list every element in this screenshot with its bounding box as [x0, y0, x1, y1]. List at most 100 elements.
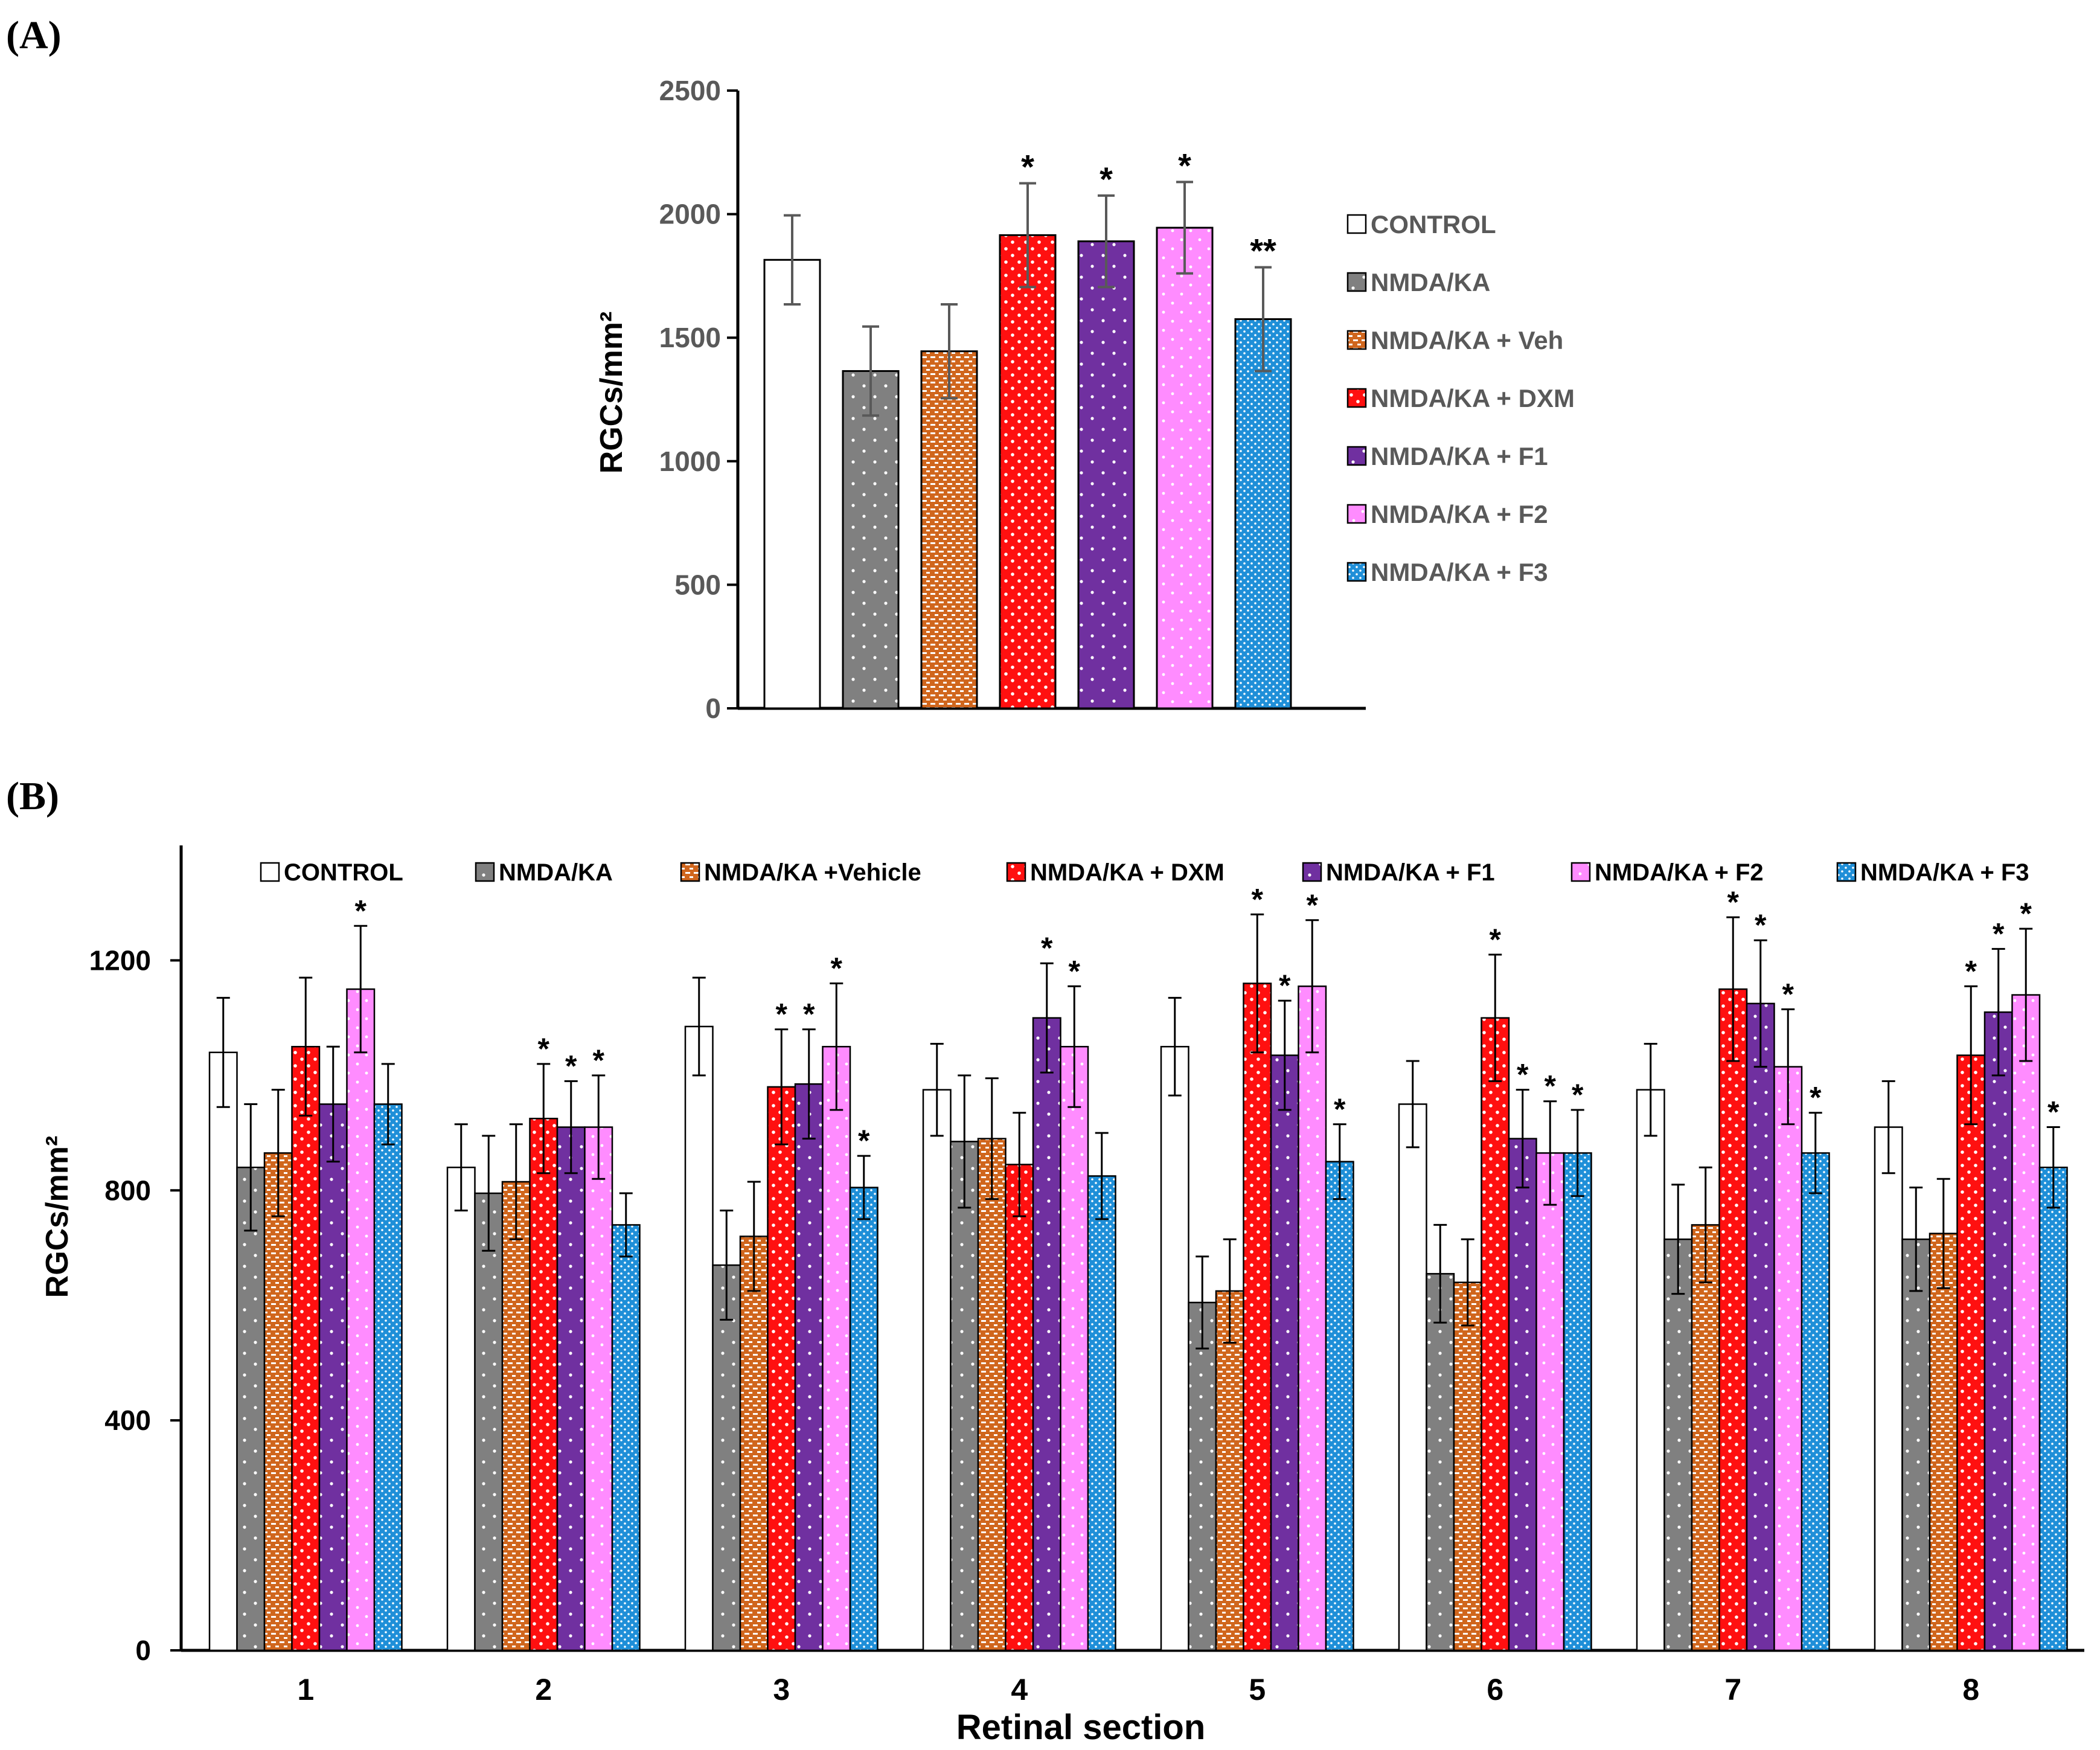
panel-a-legend-item-nmda_ka: NMDA/KA [1346, 268, 1490, 296]
panel-b-significance-marker: * [1041, 931, 1053, 965]
panel-a-significance-marker: ** [1250, 232, 1276, 270]
panel-b-bar-f3 [1801, 1152, 1830, 1652]
panel-b-error-bar [1671, 1184, 1685, 1295]
panel-b-bar-f1 [1508, 1138, 1537, 1652]
panel-b-significance-marker: * [1810, 1081, 1822, 1115]
panel-b-error-bar [1881, 1080, 1895, 1175]
panel-b-y-tick-label: 400 [104, 1405, 151, 1436]
panel-b-significance-marker: * [2020, 897, 2032, 931]
panel-a-error-bar [1019, 182, 1036, 289]
panel-b-error-bar [1168, 996, 1182, 1097]
panel-b-error-bar [958, 1074, 972, 1209]
panel-b-bar-f3 [1563, 1152, 1592, 1652]
panel-b-bar-f2 [2011, 994, 2041, 1652]
panel-b-legend-swatch [1006, 862, 1026, 882]
panel-b-error-bar [985, 1077, 999, 1200]
panel-a-y-axis-label: RGCs/mm² [594, 312, 629, 474]
panel-b-bar-control [684, 1025, 714, 1652]
panel-b-error-bar [1305, 919, 1319, 1054]
panel-a-significance-marker: * [1100, 160, 1113, 198]
panel-b-error-bar [930, 1042, 944, 1137]
panel-a-legend-swatch [1346, 562, 1367, 582]
panel-b-significance-marker: * [2047, 1095, 2060, 1129]
panel-b-bar-f3 [1087, 1175, 1116, 1652]
panel-b-bar-f2 [346, 988, 376, 1652]
panel-b-bar-nmda_ka [1188, 1301, 1217, 1652]
panel-a-significance-marker: * [1021, 147, 1034, 185]
panel-b-error-bar [381, 1063, 395, 1146]
panel-b-legend-swatch [1570, 862, 1591, 882]
panel-b-significance-marker: * [1545, 1069, 1557, 1103]
panel-a-error-bar [1255, 266, 1272, 373]
panel-b-error-bar [1250, 913, 1264, 1054]
panel-b-bar-f1 [1032, 1017, 1061, 1652]
panel-b-error-bar [1013, 1112, 1026, 1217]
panel-b-legend-swatch [475, 862, 495, 882]
panel-a-legend-item-f1: NMDA/KA + F1 [1346, 442, 1548, 470]
panel-b-x-tick-label: 8 [1962, 1673, 1979, 1707]
panel-b-legend-item-control: CONTROL [260, 859, 403, 886]
panel-a-legend-item-dxm: NMDA/KA + DXM [1346, 384, 1575, 412]
panel-a-y-tick-label: 1500 [659, 322, 721, 353]
panel-a-legend-label: NMDA/KA + F2 [1371, 500, 1548, 528]
panel-b-bar-nmda_ka [236, 1166, 266, 1652]
panel-b-bar-control [1636, 1089, 1665, 1652]
panel-b-legend-label: NMDA/KA + DXM [1030, 859, 1224, 886]
panel-b-legend-label: NMDA/KA [499, 859, 613, 886]
panel-b-bar-f2 [822, 1046, 851, 1652]
panel-b-error-bar [537, 1063, 551, 1175]
panel-b-x-tick-label: 7 [1724, 1673, 1741, 1707]
panel-a-error-bar [784, 214, 801, 306]
panel-b-significance-marker: * [831, 952, 843, 986]
panel-b-significance-marker: * [1993, 917, 2005, 950]
panel-b-error-bar [244, 1103, 258, 1232]
panel-b-error-bar [1333, 1123, 1346, 1200]
panel-b-error-bar [2046, 1126, 2060, 1209]
panel-a-y-tick-label: 2500 [659, 75, 721, 106]
panel-b-error-bar [216, 996, 230, 1108]
panel-a-bar-f1 [1077, 240, 1135, 710]
panel-b-error-bar [692, 976, 706, 1077]
panel-b-error-bar [775, 1028, 789, 1146]
panel-b-bar-vehicle [501, 1181, 531, 1652]
panel-b-legend-item-f1: NMDA/KA + F1 [1302, 859, 1495, 886]
panel-b-error-bar [482, 1135, 496, 1252]
panel-b-legend-label: NMDA/KA + F2 [1595, 859, 1764, 886]
panel-a-error-bar [1176, 181, 1193, 275]
panel-b-significance-marker: * [1252, 882, 1264, 916]
panel-b-error-bar [1516, 1089, 1529, 1189]
panel-b-x-tick-label: 4 [1011, 1673, 1028, 1707]
panel-b-error-bar [299, 976, 313, 1117]
panel-b-legend-item-vehicle: NMDA/KA +Vehicle [680, 859, 921, 886]
panel-label-b: (B) [6, 774, 59, 818]
panel-b-bar-dxm [1005, 1164, 1034, 1652]
panel-a-significance-marker: * [1178, 146, 1191, 184]
panel-b-y-tick-label: 0 [135, 1635, 151, 1666]
panel-b-significance-marker: * [858, 1124, 870, 1158]
panel-a-legend-swatch [1346, 504, 1367, 524]
panel-b-error-bar [720, 1210, 734, 1321]
panel-b-bar-f1 [1983, 1011, 2013, 1652]
panel-b-error-bar [1781, 1008, 1795, 1126]
panel-b-bar-vehicle [1453, 1281, 1482, 1652]
panel-b-error-bar [1570, 1109, 1584, 1197]
panel-b-error-bar [1278, 999, 1292, 1111]
panel-b-bar-f1 [318, 1103, 348, 1652]
panel-a-legend-swatch [1346, 388, 1367, 408]
panel-b-significance-marker: * [1782, 977, 1794, 1011]
panel-b-error-bar [1753, 939, 1767, 1068]
panel-b-x-tick-label: 5 [1249, 1673, 1266, 1707]
panel-b-bar-nmda_ka [712, 1264, 741, 1652]
panel-b-error-bar [1406, 1060, 1420, 1149]
panel-b-bar-f2 [1298, 986, 1327, 1652]
panel-a-legend-item-f3: NMDA/KA + F3 [1346, 558, 1548, 586]
panel-b-x-tick-label: 2 [535, 1673, 552, 1707]
panel-b-bar-f1 [556, 1126, 586, 1652]
panel-b-bar-nmda_ka [950, 1141, 979, 1652]
panel-b-error-bar [1644, 1042, 1657, 1137]
panel-b-significance-marker: * [1307, 888, 1319, 922]
panel-b-error-bar [1936, 1178, 1950, 1289]
panel-b-error-bar [1909, 1187, 1923, 1292]
panel-a-legend-label: CONTROL [1371, 210, 1496, 239]
panel-b-bar-f2 [1773, 1066, 1803, 1652]
